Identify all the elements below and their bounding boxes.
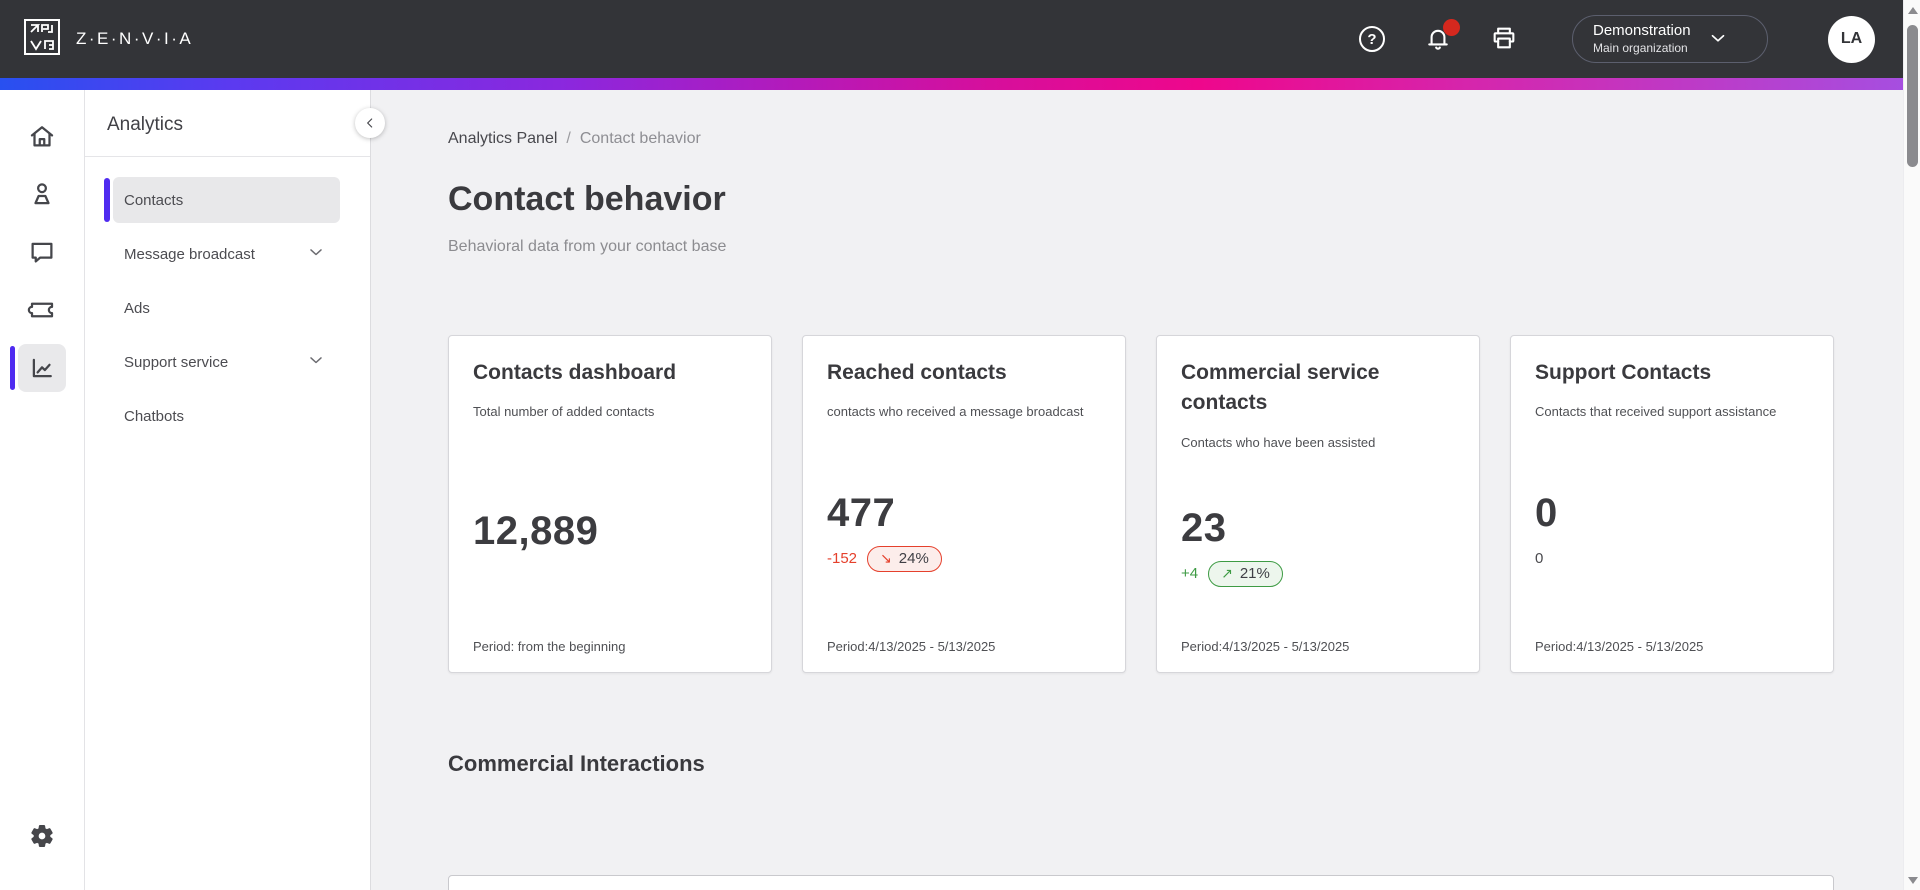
trend-badge: ↗ 21% (1208, 560, 1283, 587)
notification-badge (1443, 19, 1460, 36)
menu-item-label: Contacts (124, 191, 184, 209)
collapse-panel-button[interactable] (355, 108, 385, 138)
gear-icon (18, 812, 66, 860)
card-title: Reached contacts (827, 361, 1007, 384)
chevron-down-icon (306, 242, 326, 266)
card-support-contacts: Support Contacts Contacts that received … (1510, 335, 1834, 673)
notifications-button[interactable] (1422, 19, 1460, 55)
main-content: Analytics Panel / Contact behavior Conta… (371, 90, 1903, 890)
card-description: contacts who received a message broadcas… (827, 404, 1084, 420)
printer-icon (1490, 24, 1518, 55)
analytics-panel: Analytics Contacts Message broadcast Ads (85, 90, 385, 890)
sidebar-item-contacts[interactable] (0, 170, 85, 218)
top-bar: Z·E·N·V·I·A ? (0, 0, 1903, 78)
organization-selector[interactable]: Demonstration Main organization (1572, 15, 1768, 63)
trend-percent: 24% (898, 549, 929, 567)
help-button[interactable]: ? (1356, 23, 1388, 55)
panel-title: Analytics (107, 114, 184, 135)
section-title-commercial-interactions: Commercial Interactions (448, 751, 705, 776)
card-period: Period:4/13/2025 - 5/13/2025 (827, 638, 996, 654)
breadcrumb-current: Contact behavior (579, 130, 701, 147)
card-description: Contacts who have been assisted (1181, 434, 1376, 450)
organization-type: Main organization (1593, 40, 1688, 55)
menu-item-label: Support service (124, 353, 229, 371)
chevron-down-icon (306, 350, 326, 374)
card-title: Support Contacts (1535, 361, 1712, 384)
icon-rail (0, 90, 85, 890)
page-scrollbar[interactable] (1903, 0, 1920, 890)
print-button[interactable] (1488, 23, 1520, 55)
home-icon (18, 112, 66, 160)
card-title: Contacts dashboard (473, 361, 677, 384)
chart-icon (18, 344, 66, 392)
delta-value: +4 (1181, 565, 1199, 583)
card-commercial-service-contacts: Commercial service contacts Contacts who… (1156, 335, 1480, 673)
page-title: Contact behavior (448, 180, 726, 218)
commercial-interactions-card (448, 875, 1834, 890)
topbar-actions: ? (1356, 15, 1875, 63)
breadcrumb: Analytics Panel / Contact behavior (448, 130, 1903, 148)
breadcrumb-separator: / (566, 130, 571, 147)
card-value: 477 (827, 490, 896, 535)
menu-item-label: Message broadcast (124, 245, 255, 263)
trend-percent: 21% (1239, 564, 1270, 582)
menu-item-message-broadcast[interactable]: Message broadcast (113, 231, 340, 277)
zenvia-logo-icon (22, 17, 62, 62)
chat-icon (18, 228, 66, 276)
scrollbar-up-arrow[interactable] (1904, 2, 1920, 18)
brand-gradient-bar (0, 78, 1903, 90)
person-icon (18, 170, 66, 218)
card-contacts-dashboard: Contacts dashboard Total number of added… (448, 335, 772, 673)
delta-value: 0 (1535, 550, 1544, 568)
bell-icon (1424, 24, 1452, 55)
chevron-down-icon (1707, 27, 1729, 52)
scrollbar-down-arrow[interactable] (1904, 872, 1920, 888)
sidebar-item-settings[interactable] (0, 812, 85, 860)
brand[interactable]: Z·E·N·V·I·A (22, 17, 193, 62)
sidebar-item-conversations[interactable] (0, 228, 85, 276)
card-value: 0 (1535, 490, 1558, 535)
card-reached-contacts: Reached contacts contacts who received a… (802, 335, 1126, 673)
menu-item-label: Ads (124, 299, 150, 317)
trend-badge: ↘ 24% (867, 545, 942, 572)
panel-menu: Contacts Message broadcast Ads Support s… (85, 157, 370, 439)
card-description: Total number of added contacts (473, 404, 655, 420)
trend-up-icon: ↗ (1221, 564, 1233, 581)
menu-item-support-service[interactable]: Support service (113, 339, 340, 385)
card-value: 12,889 (473, 509, 599, 554)
breadcrumb-analytics-panel[interactable]: Analytics Panel (448, 130, 558, 147)
trend-down-icon: ↘ (880, 549, 892, 566)
menu-item-ads[interactable]: Ads (113, 285, 340, 331)
organization-name: Demonstration (1593, 22, 1691, 40)
sidebar-item-tickets[interactable] (0, 286, 85, 334)
card-value: 23 (1181, 505, 1227, 550)
sidebar-item-analytics[interactable] (0, 344, 85, 392)
delta-value: -152 (827, 550, 858, 568)
panel-divider (85, 156, 370, 157)
menu-item-contacts[interactable]: Contacts (104, 177, 340, 223)
brand-name: Z·E·N·V·I·A (76, 29, 194, 48)
page-subtitle: Behavioral data from your contact base (448, 238, 727, 255)
card-period: Period: from the beginning (473, 638, 626, 654)
menu-item-chatbots[interactable]: Chatbots (113, 393, 340, 439)
ticket-icon (18, 286, 66, 334)
user-avatar[interactable]: LA (1828, 15, 1875, 63)
scrollbar-thumb[interactable] (1906, 25, 1918, 167)
sidebar-item-home[interactable] (0, 112, 85, 160)
card-period: Period:4/13/2025 - 5/13/2025 (1181, 638, 1350, 654)
menu-item-label: Chatbots (124, 407, 185, 425)
help-icon: ? (1359, 26, 1385, 52)
card-period: Period:4/13/2025 - 5/13/2025 (1535, 638, 1704, 654)
card-title: Commercial service contacts (1181, 361, 1380, 415)
kpi-cards-row: Contacts dashboard Total number of added… (448, 335, 1903, 673)
card-description: Contacts that received support assistanc… (1535, 404, 1777, 420)
